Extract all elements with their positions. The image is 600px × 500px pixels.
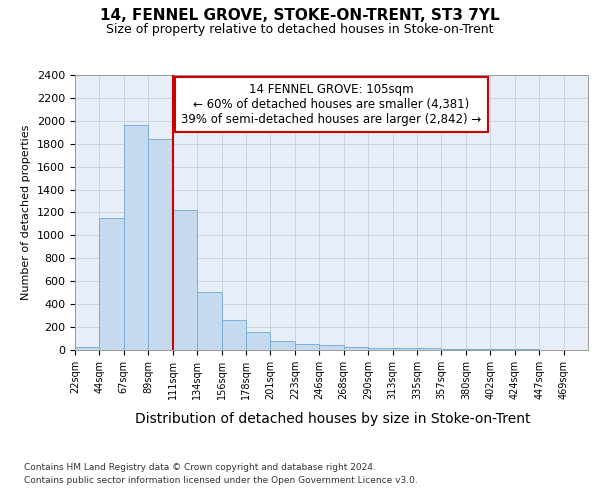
Bar — [392, 348, 417, 350]
Bar — [295, 344, 319, 350]
Text: Distribution of detached houses by size in Stoke-on-Trent: Distribution of detached houses by size … — [135, 412, 531, 426]
Bar — [173, 210, 197, 350]
Text: Contains HM Land Registry data © Crown copyright and database right 2024.: Contains HM Land Registry data © Crown c… — [24, 462, 376, 471]
Bar — [368, 348, 392, 350]
Bar — [319, 345, 344, 350]
Bar — [148, 139, 173, 350]
Bar — [344, 347, 368, 350]
Text: Size of property relative to detached houses in Stoke-on-Trent: Size of property relative to detached ho… — [106, 22, 494, 36]
Y-axis label: Number of detached properties: Number of detached properties — [22, 125, 31, 300]
Text: 14 FENNEL GROVE: 105sqm
← 60% of detached houses are smaller (4,381)
39% of semi: 14 FENNEL GROVE: 105sqm ← 60% of detache… — [181, 83, 482, 126]
Bar — [100, 218, 124, 350]
Bar — [124, 126, 148, 350]
Text: 14, FENNEL GROVE, STOKE-ON-TRENT, ST3 7YL: 14, FENNEL GROVE, STOKE-ON-TRENT, ST3 7Y… — [100, 8, 500, 22]
Bar — [271, 341, 295, 350]
Bar — [75, 346, 100, 350]
Bar — [221, 320, 246, 350]
Bar — [197, 292, 221, 350]
Bar — [246, 332, 271, 350]
Bar — [417, 348, 442, 350]
Text: Contains public sector information licensed under the Open Government Licence v3: Contains public sector information licen… — [24, 476, 418, 485]
